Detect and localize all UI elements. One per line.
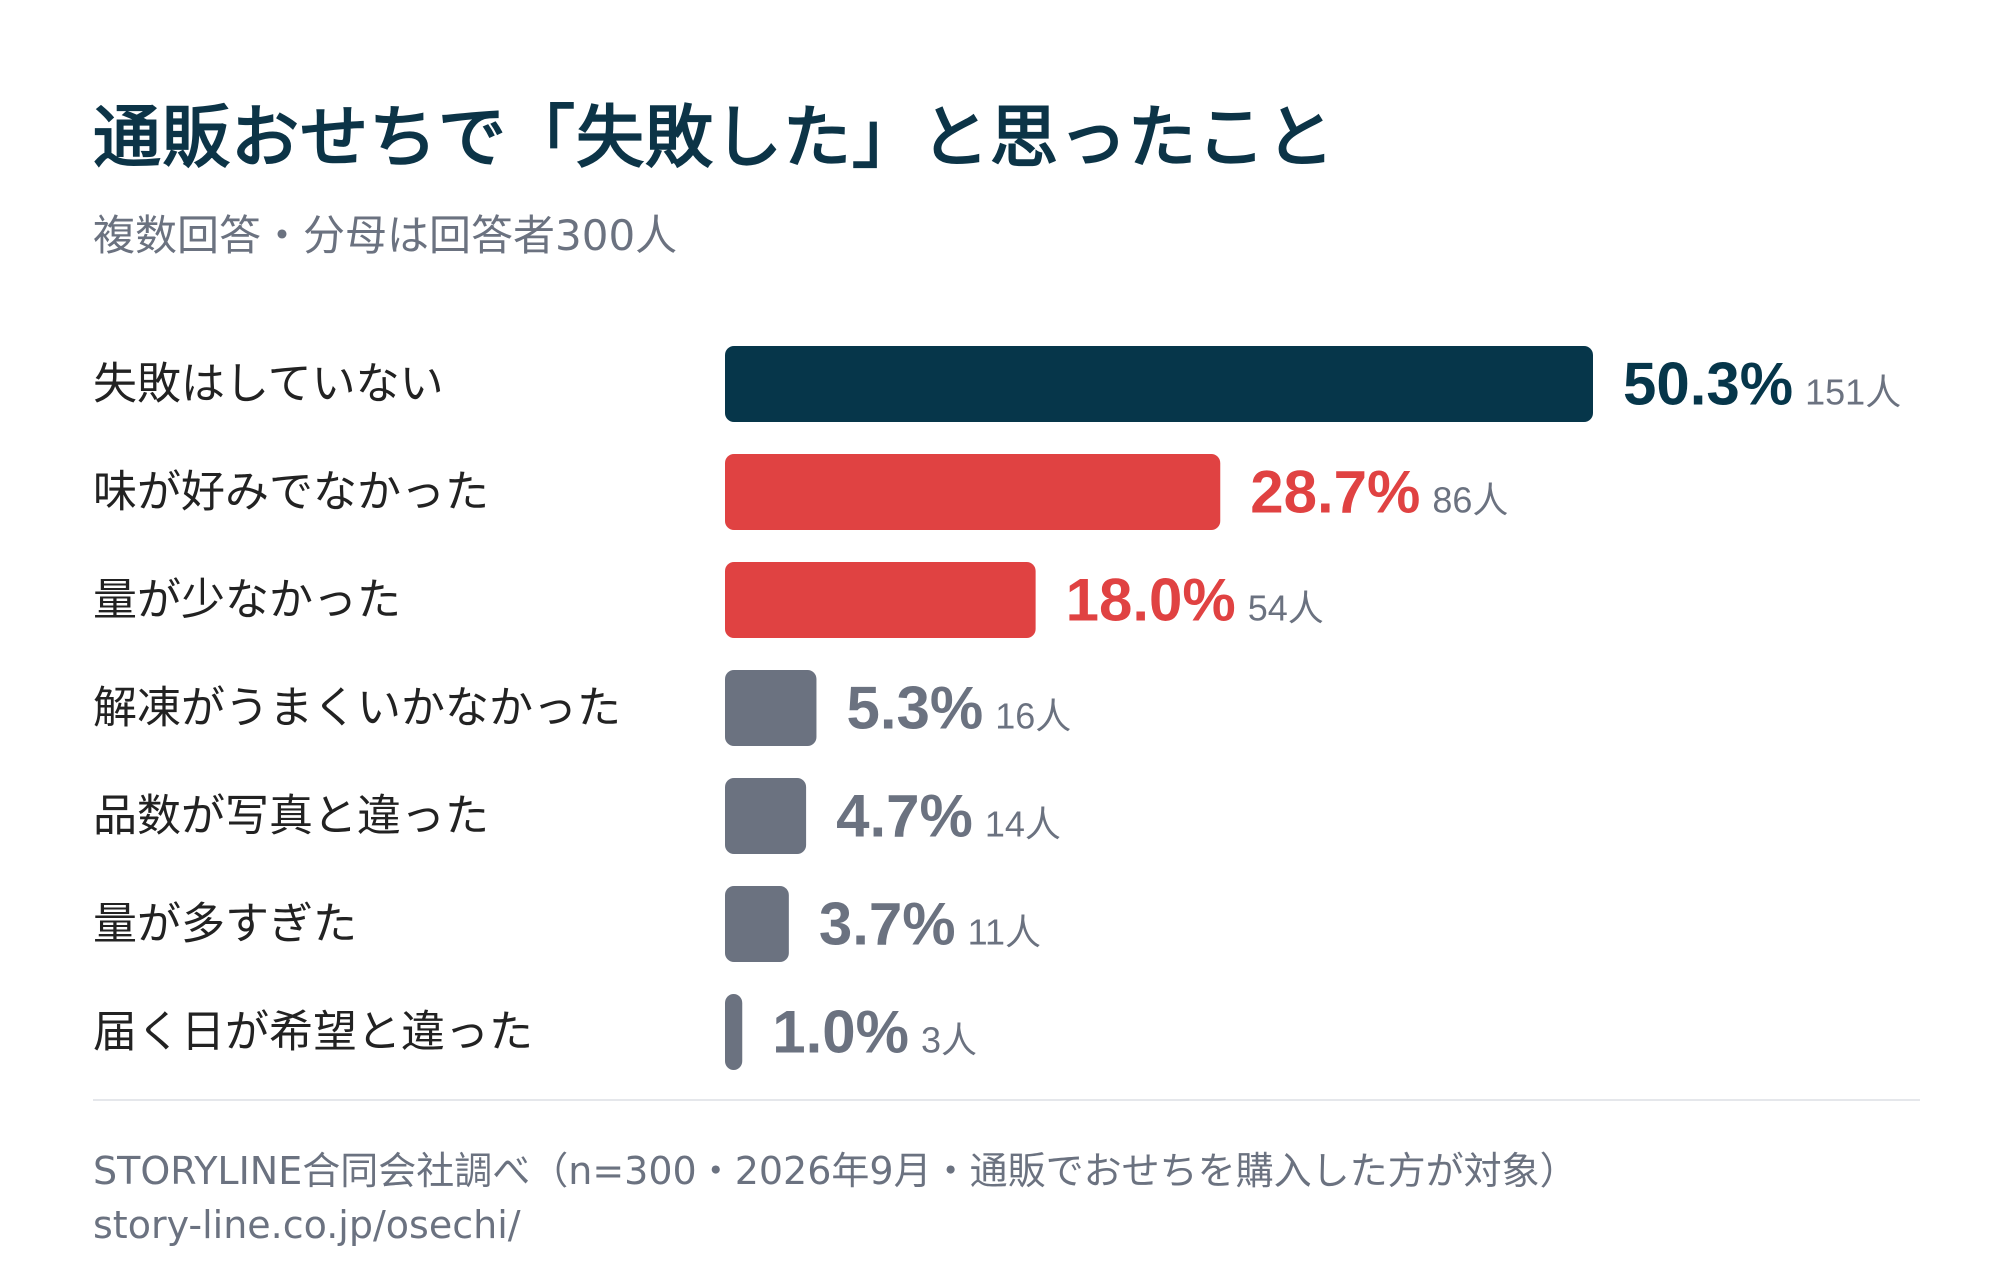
value-label: 1.0% xyxy=(772,999,909,1066)
category-label: 量が多すぎた xyxy=(93,899,357,950)
count-label: 11人 xyxy=(968,912,1041,953)
count-label: 3人 xyxy=(921,1020,977,1061)
value-label: 28.7% xyxy=(1250,459,1420,526)
footer-divider xyxy=(93,1099,1920,1101)
chart-subtitle: 複数回答・分母は回答者300人 xyxy=(93,211,678,260)
value-label: 5.3% xyxy=(846,675,983,742)
bar xyxy=(725,562,1036,638)
bar xyxy=(725,454,1221,530)
source-note: STORYLINE合同会社調べ（n=300・2026年9月・通販でおせちを購入し… xyxy=(93,1149,1578,1193)
category-label: 品数が写真と違った xyxy=(93,791,489,842)
category-label: 量が少なかった xyxy=(93,575,401,626)
category-label: 届く日が希望と違った xyxy=(93,1007,533,1058)
category-label: 解凍がうまくいかなかった xyxy=(93,683,621,734)
chart-title: 通販おせちで「失敗した」と思ったこと xyxy=(93,99,1336,178)
bar xyxy=(725,994,743,1070)
count-label: 16人 xyxy=(995,696,1071,737)
bar xyxy=(725,886,789,962)
category-label: 味が好みでなかった xyxy=(93,467,489,518)
value-label: 3.7% xyxy=(819,891,956,958)
bar xyxy=(725,346,1593,422)
source-url[interactable]: story-line.co.jp/osechi/ xyxy=(93,1203,521,1247)
value-label: 4.7% xyxy=(836,783,973,850)
count-label: 54人 xyxy=(1248,588,1324,629)
count-label: 14人 xyxy=(985,804,1061,845)
bar xyxy=(725,670,817,746)
category-label: 失敗はしていない xyxy=(93,359,444,410)
value-label: 50.3% xyxy=(1623,351,1793,418)
count-label: 151人 xyxy=(1805,372,1901,413)
value-label: 18.0% xyxy=(1066,567,1236,634)
bar xyxy=(725,778,807,854)
count-label: 86人 xyxy=(1432,480,1508,521)
